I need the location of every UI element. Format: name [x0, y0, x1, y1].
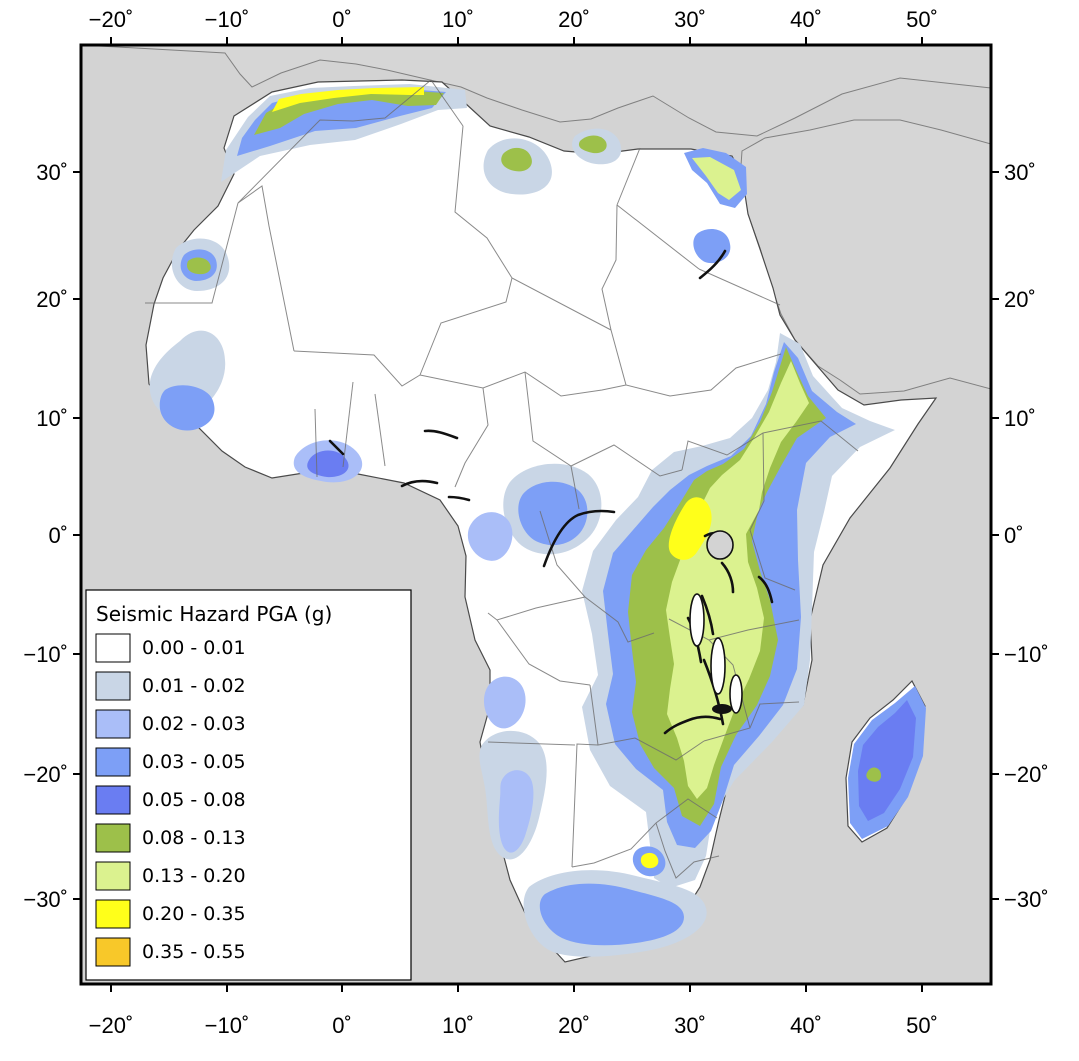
x-tick-top-0: −20˚ [89, 7, 134, 32]
hazard-zone-south-africa-core [640, 852, 659, 869]
x-tick-bottom-4: 20˚ [558, 1013, 590, 1038]
legend-swatch-8 [95, 937, 131, 967]
plot-frame [79, 43, 993, 986]
x-tick-bottom-3: 10˚ [442, 1013, 474, 1038]
y-tick-right-3: 0˚ [1004, 523, 1024, 548]
y-tick-left-6: −30˚ [23, 887, 68, 912]
x-tick-top-6: 40˚ [790, 7, 822, 32]
x-tick-bottom-6: 40˚ [790, 1013, 822, 1038]
y-tick-right-1: 20˚ [1004, 287, 1036, 312]
axis-ticks [73, 37, 999, 992]
x-tick-top-5: 30˚ [674, 7, 706, 32]
hazard-zone-ghana-core [307, 450, 349, 478]
legend-label-2: 0.02 - 0.03 [142, 713, 246, 735]
y-axis-right-labels: 30˚ 20˚ 10˚ 0˚ −10˚ −20˚ −30˚ [1004, 160, 1049, 912]
legend-label-5: 0.08 - 0.13 [142, 827, 246, 849]
hazard-zone-egypt-green [578, 135, 607, 154]
y-tick-left-2: 10˚ [36, 406, 68, 431]
legend-swatch-1 [95, 671, 131, 701]
y-tick-right-4: −10˚ [1004, 642, 1049, 667]
x-axis-bottom-labels: −20˚ −10˚ 0˚ 10˚ 20˚ 30˚ 40˚ 50˚ [89, 1013, 938, 1038]
hazard-zone-aswan [693, 228, 731, 264]
legend-label-1: 0.01 - 0.02 [142, 675, 246, 697]
legend-title: Seismic Hazard PGA (g) [96, 602, 332, 626]
legend-swatch-4 [95, 785, 131, 815]
x-tick-top-4: 20˚ [558, 7, 590, 32]
hazard-zone-east-african-rift-lightgreen [666, 361, 809, 799]
y-tick-left-1: 20˚ [36, 287, 68, 312]
x-tick-top-7: 50˚ [906, 7, 938, 32]
legend-swatch-3 [95, 747, 131, 777]
x-tick-bottom-2: 0˚ [332, 1013, 352, 1038]
hazard-zone-south-africa-mid [539, 883, 684, 946]
y-tick-left-3: 0˚ [48, 523, 68, 548]
legend-label-0: 0.00 - 0.01 [142, 637, 246, 659]
hazard-zone-congo-basin-mid [518, 481, 588, 546]
hazard-zone-libya-core [501, 147, 532, 172]
legend-label-7: 0.20 - 0.35 [142, 903, 246, 925]
legend-label-8: 0.35 - 0.55 [142, 941, 246, 963]
hazard-contours [149, 84, 926, 957]
x-tick-bottom-7: 50˚ [906, 1013, 938, 1038]
legend-swatch-0 [95, 633, 131, 663]
legend-swatch-7 [95, 899, 131, 929]
hazard-zone-angola [483, 676, 526, 729]
x-tick-bottom-0: −20˚ [89, 1013, 134, 1038]
legend-label-3: 0.03 - 0.05 [142, 751, 246, 773]
x-tick-top-1: −10˚ [205, 7, 250, 32]
y-tick-right-0: 30˚ [1004, 160, 1036, 185]
y-axis-left-labels: 30˚ 20˚ 10˚ 0˚ −10˚ −20˚ −30˚ [23, 160, 68, 912]
hazard-zone-namibia-mid [498, 770, 534, 853]
x-axis-top-labels: −20˚ −10˚ 0˚ 10˚ 20˚ 30˚ 40˚ 50˚ [89, 7, 938, 32]
hazard-zone-madagascar-green [866, 767, 882, 782]
legend-panel: Seismic Hazard PGA (g) 0.00 - 0.01 0.01 … [85, 589, 412, 981]
legend-swatch-5 [95, 823, 131, 853]
x-tick-top-3: 10˚ [442, 7, 474, 32]
country-borders [145, 79, 859, 879]
legend-label-4: 0.05 - 0.08 [142, 789, 246, 811]
y-tick-left-4: −10˚ [23, 642, 68, 667]
y-tick-right-2: 10˚ [1004, 406, 1036, 431]
hazard-zone-madagascar-mid [858, 700, 916, 821]
hazard-zone-north-africa-core [272, 87, 424, 112]
legend-swatch-6 [95, 861, 131, 891]
hazard-zone-east-african-rift-core [668, 497, 712, 560]
legend-label-6: 0.13 - 0.20 [142, 865, 246, 887]
hazard-zone-western-sahara-core [187, 257, 211, 275]
y-tick-left-0: 30˚ [36, 160, 68, 185]
x-tick-bottom-1: −10˚ [205, 1013, 250, 1038]
legend-swatch-2 [95, 709, 131, 739]
europe-landmass [81, 45, 991, 137]
x-tick-bottom-5: 30˚ [674, 1013, 706, 1038]
hazard-zone-gabon [467, 512, 513, 561]
y-tick-left-5: −20˚ [23, 762, 68, 787]
hazard-zone-west-africa-mid [159, 385, 215, 431]
y-tick-right-6: −30˚ [1004, 887, 1049, 912]
y-tick-right-5: −20˚ [1004, 762, 1049, 787]
hazard-zone-sinai-core [692, 157, 741, 200]
legend-box [85, 589, 412, 981]
x-tick-top-2: 0˚ [332, 7, 352, 32]
water-bodies [689, 530, 743, 714]
